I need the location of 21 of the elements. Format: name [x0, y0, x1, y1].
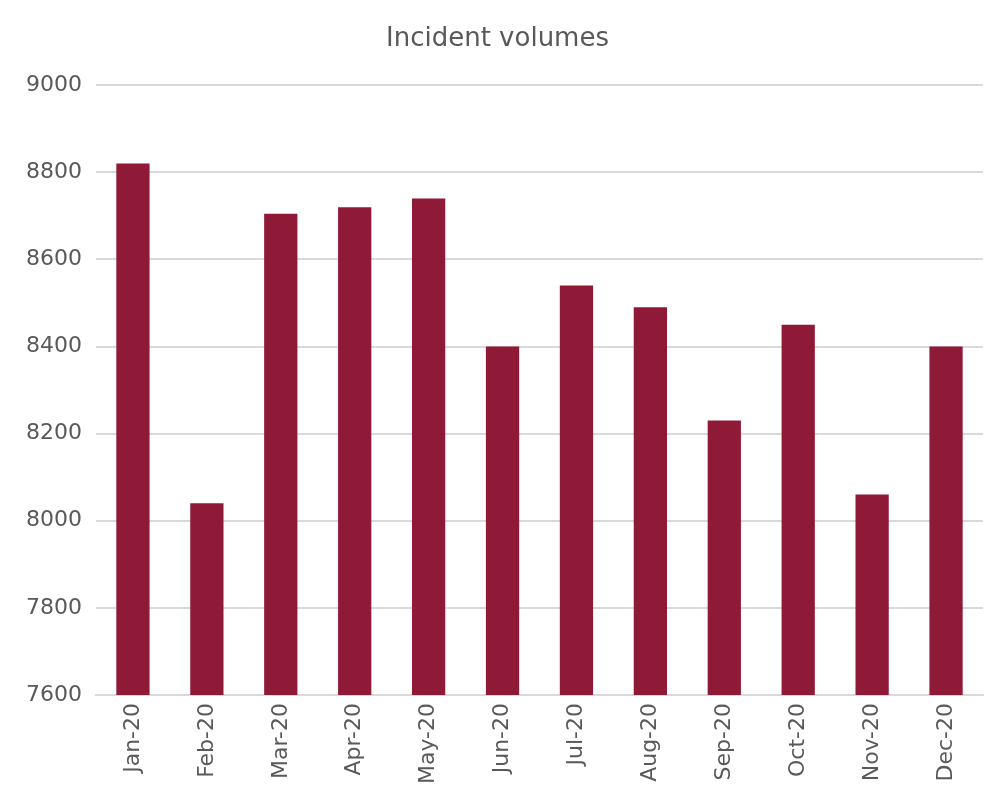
y-tick-label: 8600 [25, 245, 82, 271]
x-tick-label: Jul-20 [562, 702, 588, 768]
x-tick-label: Jan-20 [118, 702, 144, 775]
y-tick-label: 8400 [25, 332, 82, 358]
chart-title: Incident volumes [386, 22, 609, 53]
y-tick-label: 8000 [25, 506, 82, 532]
x-tick-label: Oct-20 [783, 702, 809, 777]
x-tick-label: Feb-20 [192, 702, 218, 778]
x-tick-label: Jun-20 [488, 702, 514, 776]
y-tick-label: 8800 [25, 158, 82, 184]
x-tick-label: Mar-20 [266, 702, 292, 780]
x-tick-label: May-20 [414, 702, 440, 784]
x-tick-label: Apr-20 [340, 702, 366, 776]
x-tick-label: Nov-20 [857, 702, 883, 782]
y-tick-label: 7800 [25, 593, 82, 619]
x-tick-label: Aug-20 [636, 702, 662, 782]
x-tick-label: Dec-20 [931, 702, 957, 782]
x-tick-label: Sep-20 [710, 702, 736, 781]
y-tick-label: 7600 [25, 680, 82, 706]
y-tick-label: 9000 [25, 70, 82, 96]
y-tick-label: 8200 [25, 419, 82, 445]
